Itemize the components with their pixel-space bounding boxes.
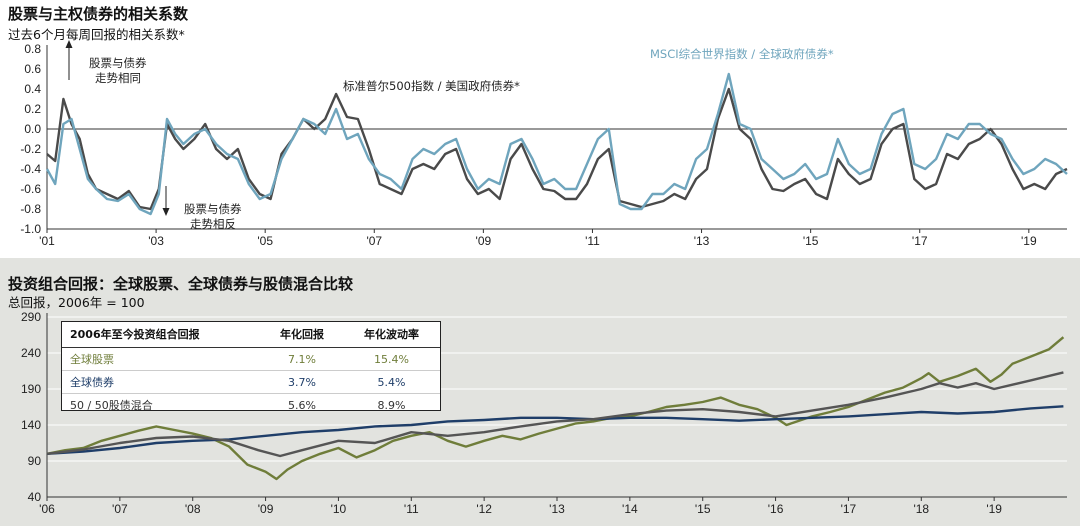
x-tick-label: '15 (803, 234, 819, 248)
y-tick-label: 0.0 (24, 122, 41, 136)
row-return: 7.1% (260, 347, 343, 371)
series2-label: MSCI综合世界指数 / 全球政府债券* (650, 47, 834, 61)
x-tick-label: '12 (476, 502, 492, 516)
series-line-2 (45, 72, 1068, 216)
returns-table: 2006年至今投资组合回报 年化回报 年化波动率 全球股票 7.1% 15.4%… (61, 321, 441, 412)
row-volatility: 8.9% (377, 398, 406, 412)
x-tick-label: '06 (39, 502, 55, 516)
row-label: 50 / 50股债混合 (70, 399, 153, 412)
x-tick-label: '13 (549, 502, 565, 516)
x-tick-label: '16 (768, 502, 784, 516)
portfolio-panel: 投资组合回报：全球股票、全球债券与股债混合比较 总回报，2006年 = 100 … (0, 258, 1080, 526)
y-tick-label: 140 (21, 418, 41, 432)
x-tick-label: '13 (694, 234, 710, 248)
x-tick-label: '19 (1021, 234, 1037, 248)
row-return: 5.6% (288, 398, 316, 412)
x-tick-label: '08 (185, 502, 201, 516)
y-tick-label: 0.6 (24, 62, 41, 76)
series-line-1 (46, 87, 1068, 211)
x-tick-label: '18 (913, 502, 929, 516)
x-tick-label: '07 (112, 502, 128, 516)
x-tick-label: '09 (476, 234, 492, 248)
up-annotation-line1: 股票与债券 (89, 56, 147, 70)
row-volatility: 15.4% (342, 347, 440, 371)
portfolio-chart: 40 90 140 190 240 290 '06 '07 '08 '09 '10 '11 '12 '13… (21, 310, 1067, 516)
y-tick-label: 40 (28, 490, 42, 504)
x-tick-label: '11 (404, 502, 419, 516)
x-tick-label: '07 (366, 234, 382, 248)
chart2-subtitle: 总回报，2006年 = 100 (8, 295, 145, 310)
series-line-3 (46, 371, 1064, 458)
x-tick-label: '19 (986, 502, 1002, 516)
down-arrowhead (162, 208, 170, 216)
row-label: 全球债券 (62, 370, 261, 394)
y-tick-label: 0.2 (24, 102, 41, 116)
table-header-volatility: 年化波动率 (342, 322, 440, 348)
x-tick-label: '17 (841, 502, 857, 516)
correlation-panel: 股票与主权债券的相关系数 过去6个月每周回报的相关系数* -1.0 -0.8 -0.… (0, 0, 1080, 258)
x-tick-label: '05 (257, 234, 273, 248)
y-tick-label: -0.2 (20, 142, 41, 156)
y-tick-label: -0.6 (20, 182, 41, 196)
y-tick-label: 240 (21, 346, 41, 360)
table-header-return: 年化回报 (260, 322, 343, 348)
table-header-portfolio: 2006年至今投资组合回报 (62, 322, 261, 348)
row-label: 全球股票 (62, 347, 261, 371)
x-tick-label: '14 (622, 502, 638, 516)
x-tick-label: '09 (258, 502, 274, 516)
y-tick-label: 90 (28, 454, 42, 468)
y-tick-label: 290 (21, 310, 41, 324)
y-tick-label: -1.0 (20, 222, 41, 236)
correlation-chart: -1.0 -0.8 -0.6 -0.4 -0.2 0.0 0.2 0.4 0.6 0.8 '01 '0… (20, 40, 1068, 248)
y-tick-label: 0.8 (24, 42, 41, 56)
series-line-1 (46, 336, 1065, 481)
x-tick-label: '15 (695, 502, 711, 516)
series1-label: 标准普尔500指数 / 美国政府债券* (343, 79, 520, 93)
x-tick-label: '03 (148, 234, 164, 248)
y-tick-label: 190 (21, 382, 41, 396)
table-row: 全球债券 3.7% 5.4% (62, 370, 440, 394)
y-tick-label: -0.8 (20, 202, 41, 216)
chart1-title: 股票与主权债券的相关系数 (8, 5, 189, 23)
chart2-title: 投资组合回报：全球股票、全球债券与股债混合比较 (8, 275, 354, 293)
row-volatility: 5.4% (342, 370, 440, 394)
y-tick-label: -0.4 (20, 162, 41, 176)
table-row: 全球股票 7.1% 15.4% (62, 347, 440, 371)
x-tick-label: '10 (331, 502, 347, 516)
x-tick-label: '17 (912, 234, 928, 248)
chart1-subtitle: 过去6个月每周回报的相关系数* (8, 27, 185, 42)
chart1-annotations: 股票与债券 走势相同 股票与债券 走势相反 标准普尔500指数 / 美国政府债券… (65, 40, 834, 231)
row-return: 3.7% (260, 370, 343, 394)
down-annotation-line1: 股票与债券 (184, 202, 242, 216)
down-annotation-line2: 走势相反 (190, 217, 236, 231)
x-tick-label: '11 (585, 234, 600, 248)
y-tick-label: 0.4 (24, 82, 41, 96)
up-annotation-line2: 走势相同 (95, 71, 141, 85)
x-tick-label: '01 (39, 234, 55, 248)
table-row: 50 / 50股债混合 5.6% 8.9% (62, 394, 440, 417)
up-arrowhead (65, 40, 73, 48)
